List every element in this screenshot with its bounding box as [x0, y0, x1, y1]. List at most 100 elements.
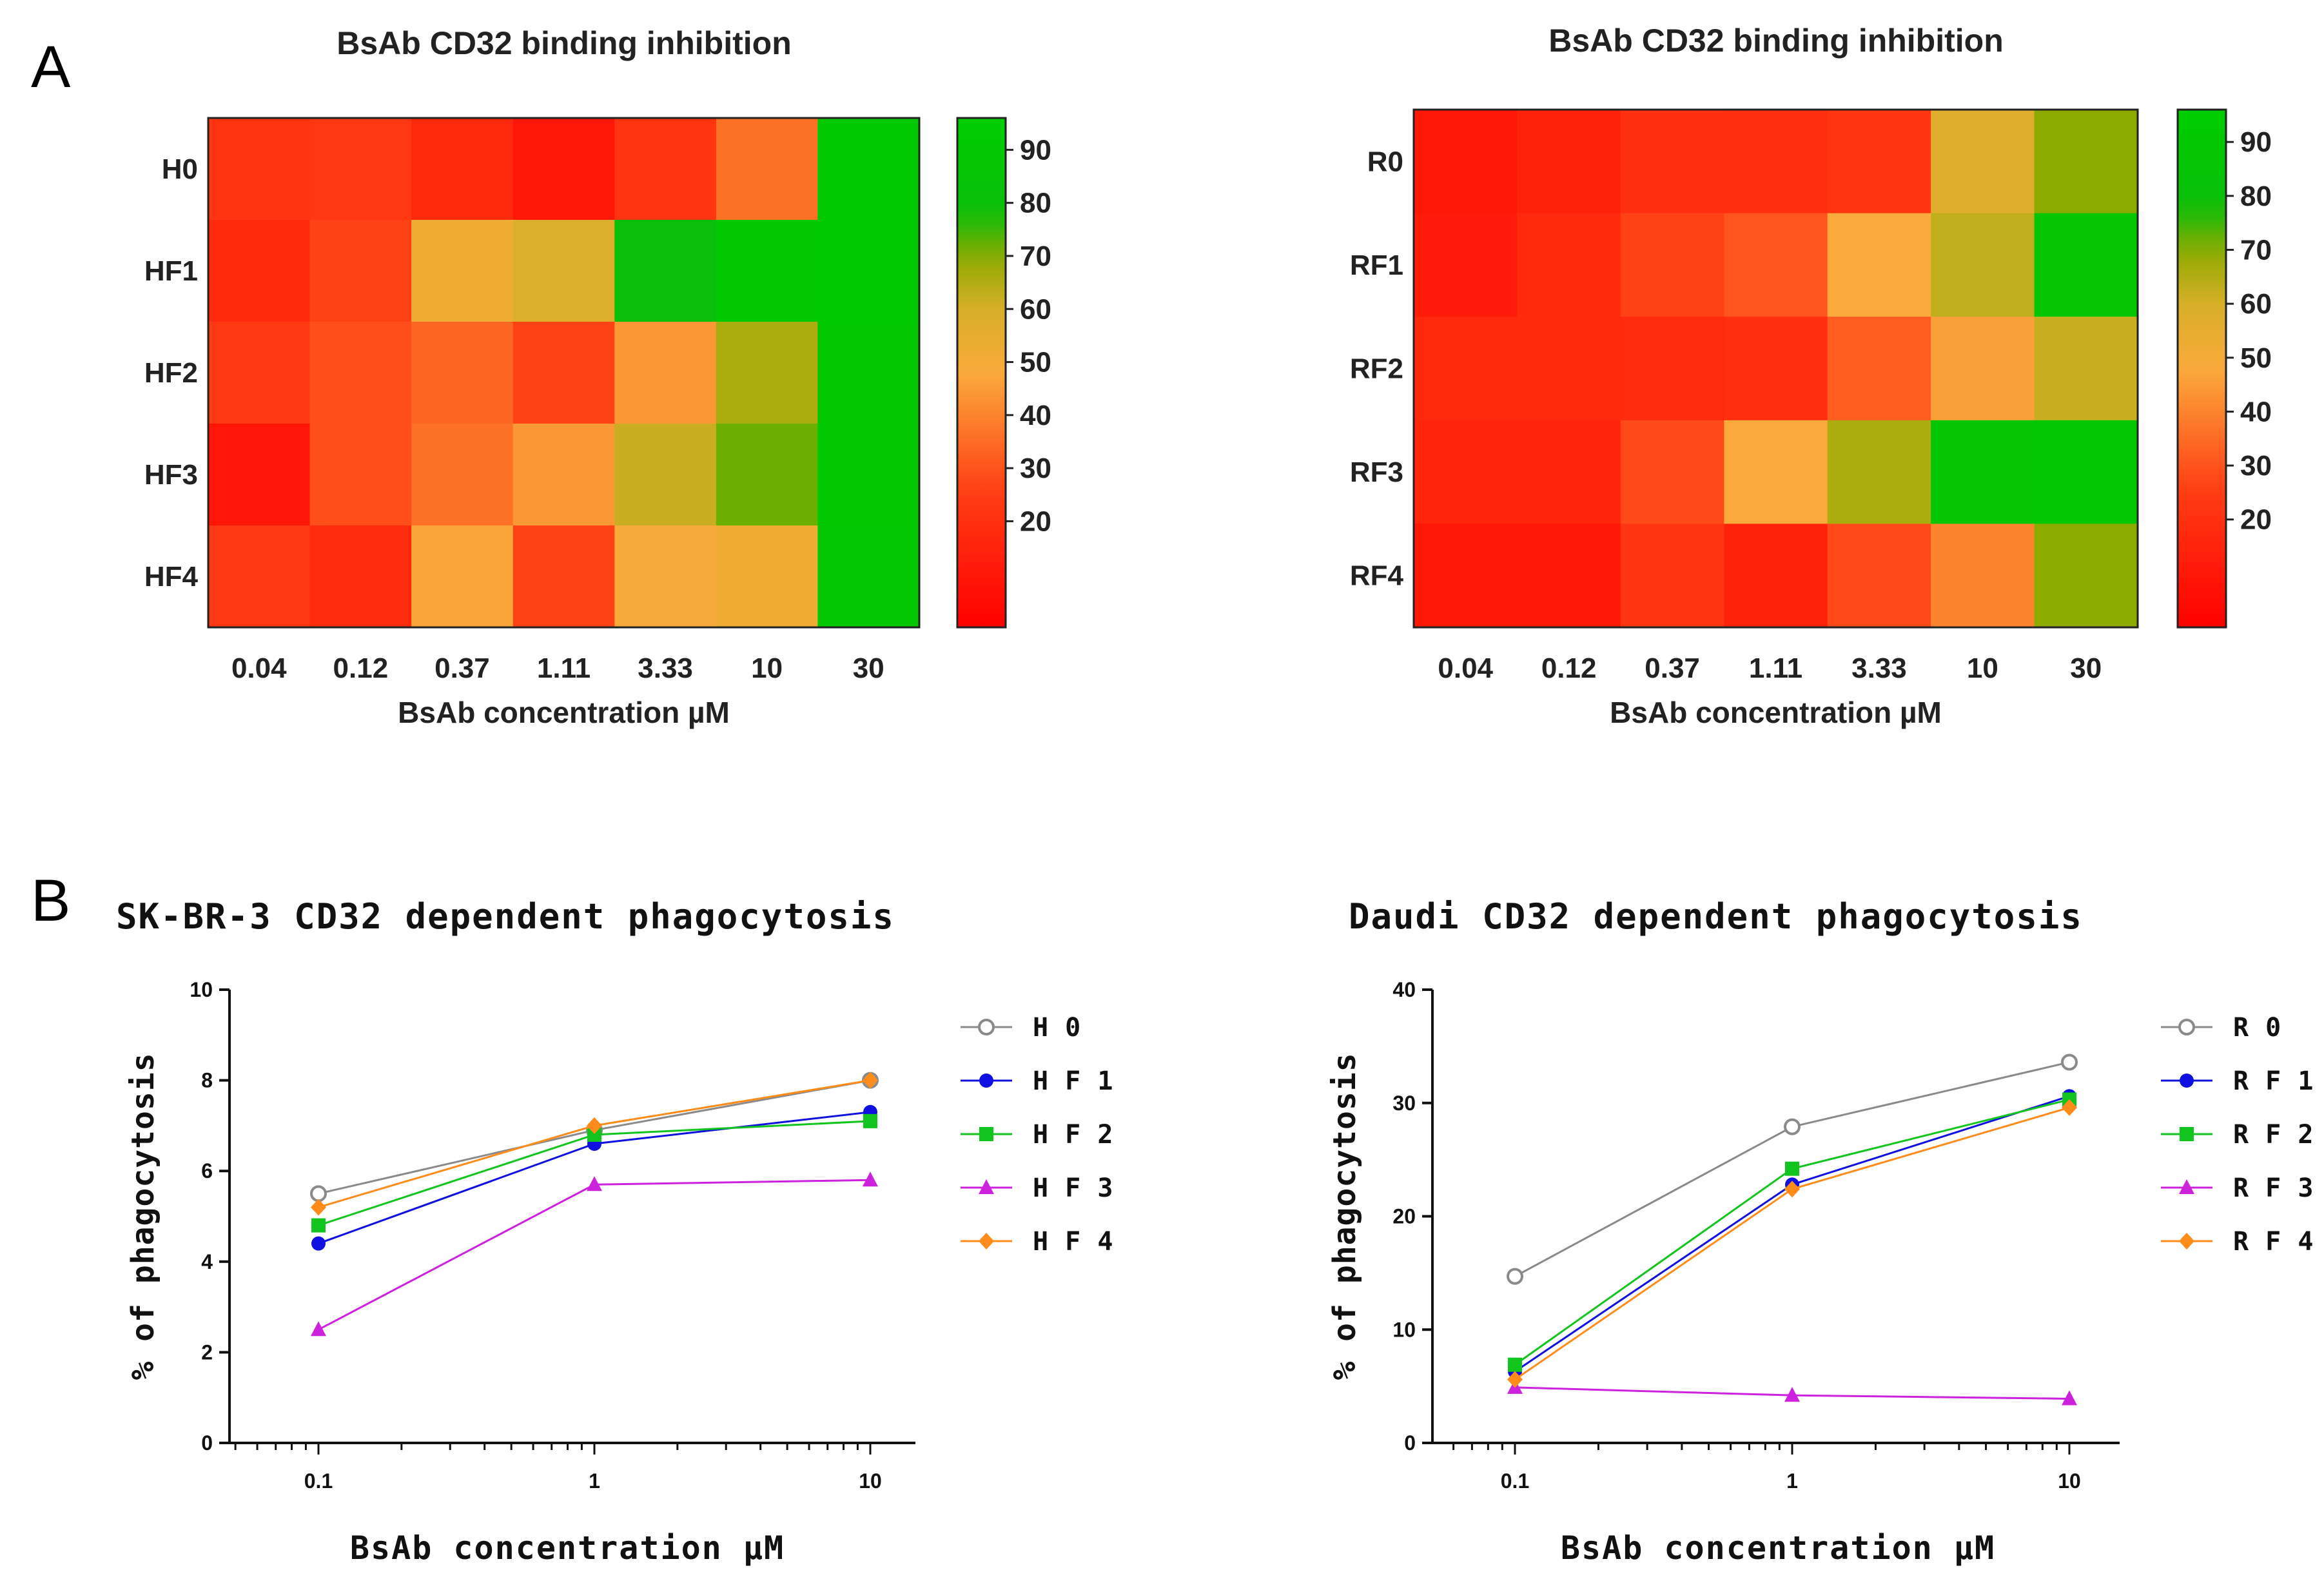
heatmap-cell-rf1-2: [1620, 213, 1725, 317]
heatmap-row-label-rf4: RF4: [1350, 560, 1404, 592]
heatmap-cell-r0-1: [1517, 110, 1621, 214]
y-tick-label-6: 6: [201, 1159, 213, 1182]
heatmap-col-label-2: 0.37: [435, 652, 490, 684]
heatmap-cell-rf1-3: [1724, 213, 1828, 317]
heatmap-cell-hf2-2: [411, 322, 514, 424]
heatmap-cell-hf4-2: [411, 525, 514, 628]
heatmap-col-label-1: 0.12: [333, 652, 389, 684]
heatmap-cell-h0-0: [208, 118, 311, 221]
colorbar-tick-70: 70: [1020, 240, 1051, 272]
heatmap-col-label-2: 0.37: [1645, 652, 1700, 684]
heatmap-cell-hf1-6: [817, 220, 920, 322]
heatmap-row-label-hf2: HF2: [144, 357, 198, 389]
heatmap-cell-rf3-2: [1620, 420, 1725, 525]
x-axis-label: BsAb concentration µM: [350, 1529, 785, 1567]
x-axis-label: BsAb concentration µM: [1561, 1529, 1995, 1567]
data-point-hf3-1: [587, 1176, 602, 1191]
heatmap-cell-hf3-2: [411, 424, 514, 526]
heatmap-cell-rf1-1: [1517, 213, 1621, 317]
heatmap-cell-rf4-0: [1414, 524, 1518, 628]
y-tick-label-4: 4: [201, 1250, 213, 1273]
heatmap-cell-rf3-6: [2034, 420, 2138, 525]
heatmap-row-label-r0: R0: [1367, 146, 1403, 177]
data-point-r0-2: [2061, 1054, 2078, 1071]
heatmap-r-series: BsAb CD32 binding inhibition R0 RF1 RF2 RF3 R…: [1350, 23, 2272, 729]
data-point-hf2-1: [587, 1127, 601, 1142]
legend-marker-hf1: [979, 1073, 993, 1088]
heatmap-h-series: BsAb CD32 binding inhibition H0 HF1 HF2 HF3 H…: [144, 25, 1051, 729]
heatmap-cell-rf3-0: [1414, 420, 1518, 525]
heatmap-row-label-hf3: HF3: [144, 459, 198, 491]
colorbar-tick-20: 20: [2240, 504, 2272, 536]
heatmap-cell-rf1-5: [1931, 213, 2035, 317]
y-tick-label-30: 30: [1392, 1092, 1416, 1115]
heatmap-x-axis-label: BsAb concentration µM: [1610, 696, 1942, 729]
heatmap-x-axis-label: BsAb concentration µM: [398, 696, 730, 729]
colorbar-tick-30: 30: [1020, 453, 1051, 484]
data-point-rf3-2: [2062, 1390, 2077, 1406]
heatmap-cell-hf3-1: [309, 424, 412, 526]
legend-marker-rf1: [2180, 1073, 2194, 1088]
data-point-hf3-0: [311, 1321, 326, 1337]
colorbar-tick-40: 40: [2240, 396, 2272, 427]
legend-label-hf4: H F 4: [1033, 1227, 1113, 1257]
heatmap-cell-rf1-0: [1414, 213, 1518, 317]
heatmap-cell-rf2-3: [1724, 317, 1828, 421]
heatmap-cell-h0-5: [716, 118, 819, 221]
legend-label-hf3: H F 3: [1033, 1173, 1113, 1203]
legend-marker-h0: [978, 1019, 995, 1035]
heatmap-cell-hf1-4: [614, 220, 717, 322]
legend-label-rf3: R F 3: [2233, 1173, 2314, 1203]
y-axis-label: % of phagocytosis: [125, 1052, 161, 1380]
heatmap-cell-rf2-6: [2034, 317, 2138, 421]
colorbar-tick-20: 20: [1020, 505, 1051, 537]
heatmap-cell-rf4-3: [1724, 524, 1828, 628]
colorbar-tick-80: 80: [2240, 181, 2272, 212]
colorbar-tick-40: 40: [1020, 400, 1051, 431]
heatmap-cell-hf4-6: [817, 525, 920, 628]
y-axis-label: % of phagocytosis: [1327, 1052, 1363, 1380]
heatmap-cell-hf4-3: [513, 525, 616, 628]
heatmap-row-label-rf1: RF1: [1350, 250, 1403, 281]
heatmap-cell-hf4-1: [309, 525, 412, 628]
heatmap-cell-hf4-4: [614, 525, 717, 628]
heatmap-col-label-6: 30: [2070, 652, 2102, 684]
y-tick-label-20: 20: [1392, 1205, 1416, 1228]
colorbar: [2176, 108, 2227, 629]
colorbar-tick-30: 30: [2240, 450, 2272, 482]
heatmap-cell-hf2-3: [513, 322, 616, 424]
heatmap-cell-rf3-5: [1931, 420, 2035, 525]
heatmap-col-label-0: 0.04: [1438, 652, 1493, 684]
panel-label-b: B: [31, 868, 70, 934]
heatmap-row-label-rf2: RF2: [1350, 353, 1403, 385]
colorbar-tick-90: 90: [2240, 126, 2272, 158]
legend-marker-rf4: [2179, 1233, 2194, 1250]
legend-label-rf1: R F 1: [2233, 1066, 2314, 1096]
panel-label-a: A: [31, 34, 71, 100]
legend-marker-hf2: [979, 1127, 993, 1141]
heatmap-cell-hf2-6: [817, 322, 920, 424]
heatmap-cell-rf2-1: [1517, 317, 1621, 421]
line-chart-title: Daudi CD32 dependent phagocytosis: [1349, 896, 2083, 937]
colorbar-tick-80: 80: [1020, 188, 1051, 219]
legend-label-rf4: R F 4: [2233, 1227, 2314, 1257]
heatmap-cell-hf3-3: [513, 424, 616, 526]
heatmap-cell-rf3-1: [1517, 420, 1621, 525]
heatmap-cell-hf2-1: [309, 322, 412, 424]
heatmap-cell-r0-0: [1414, 110, 1518, 214]
heatmap-cell-rf3-3: [1724, 420, 1828, 525]
heatmap-col-label-3: 1.11: [537, 652, 591, 684]
colorbar-tick-70: 70: [2240, 234, 2272, 266]
line-chart-sk-br-3: SK-BR-3 CD32 dependent phagocytosis 0 2 4 6 8…: [116, 896, 1113, 1567]
heatmap-cell-rf3-4: [1827, 420, 1931, 525]
heatmap-cell-hf1-2: [411, 220, 514, 322]
legend-label-r0: R 0: [2233, 1013, 2281, 1043]
line-chart-daudi: Daudi CD32 dependent phagocytosis 0 10 20 30…: [1327, 896, 2314, 1567]
x-tick-label-1: 1: [1786, 1469, 1798, 1493]
series-line-rf4: [1514, 1106, 2070, 1380]
heatmap-cell-hf1-0: [208, 220, 311, 322]
legend-label-hf1: H F 1: [1033, 1066, 1113, 1096]
series-line-rf1: [1514, 1095, 2070, 1373]
line-chart-title: SK-BR-3 CD32 dependent phagocytosis: [116, 896, 895, 937]
y-tick-label-10: 10: [1392, 1318, 1416, 1341]
